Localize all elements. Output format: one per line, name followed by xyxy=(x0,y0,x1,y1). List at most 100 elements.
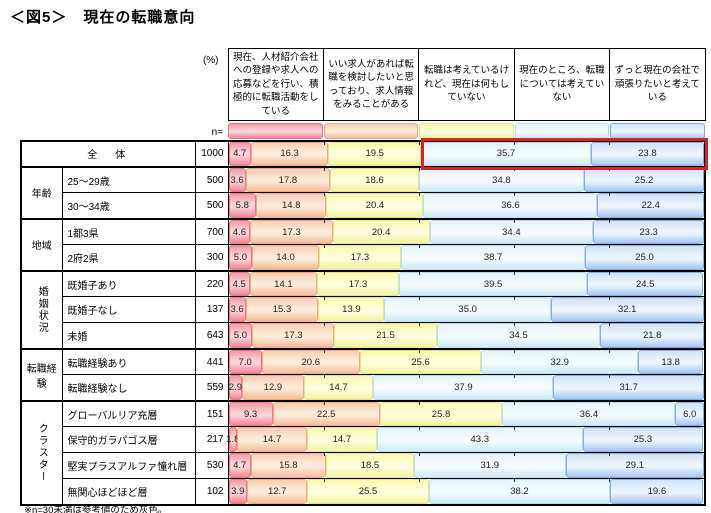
bar-cell: 3.6 15.3 13.9 35.0 32.1 xyxy=(227,296,706,324)
group-label-text: 婚姻状況 xyxy=(36,285,48,334)
row-label: 既婚子なし xyxy=(61,296,196,324)
bar-segment-2: 20.6 xyxy=(261,349,360,375)
axis-tick xyxy=(323,323,325,327)
axis-tick xyxy=(513,349,515,353)
axis-tick xyxy=(418,375,420,379)
axis-tick xyxy=(323,141,325,145)
bar-segment-5: 31.7 xyxy=(553,375,704,400)
row-label: 30～34歳 xyxy=(61,192,196,220)
stacked-bar: 3.6 15.3 13.9 35.0 32.1 xyxy=(228,297,705,323)
bar-segment-4: 31.9 xyxy=(413,453,566,479)
row-n: 500 xyxy=(194,165,229,194)
axis-tick xyxy=(513,401,515,405)
bar-segment-2: 17.3 xyxy=(252,323,335,348)
group-label-text: 年齢 xyxy=(31,189,52,201)
column-headers: 現在、人材紹介会社への登録や求人への応募などを行い、積極的に転職活動をしているい… xyxy=(229,49,705,121)
bar-segment-4: 34.8 xyxy=(418,167,585,193)
row-label: 堅実プラスアルファ憧れ層 xyxy=(61,452,196,480)
bar-segment-5: 6.0 xyxy=(675,401,704,427)
axis-tick xyxy=(418,297,420,301)
bar-segment-4: 36.4 xyxy=(502,401,676,427)
bar-segment-4: 34.5 xyxy=(436,323,601,348)
bar-segment-1: 3.6 xyxy=(228,297,246,323)
bar-segment-2: 14.0 xyxy=(252,245,319,270)
row-n: 1000 xyxy=(194,139,229,168)
row-label: 既婚子あり xyxy=(61,269,196,298)
bar-segment-5: 13.8 xyxy=(637,349,704,375)
bar-cell: 1.8 14.7 14.7 43.3 25.3 xyxy=(226,426,706,454)
stacked-bar: 5.0 17.3 21.5 34.5 21.8 xyxy=(228,323,704,348)
legend-spacer: n= xyxy=(21,121,228,141)
axis-tick xyxy=(513,271,515,275)
axis-tick xyxy=(323,375,325,379)
legend-row: n= xyxy=(21,121,705,141)
row-n: 220 xyxy=(194,269,229,298)
bar-segment-1: 3.6 xyxy=(228,167,246,193)
row-label: 1都3県 xyxy=(61,217,196,246)
stacked-bar: 4.5 14.1 17.3 39.5 24.5 xyxy=(228,271,705,297)
axis-tick xyxy=(608,219,610,223)
table-row: 保守的ガラパゴス層 217 1.8 14.7 14.7 43.3 25.3 xyxy=(21,426,706,454)
axis-tick xyxy=(608,167,610,171)
axis-tick xyxy=(418,193,420,197)
bar-segment-5: 29.1 xyxy=(565,453,704,479)
bar-segment-1: 4.7 xyxy=(228,453,251,479)
bar-segment-2: 17.8 xyxy=(245,167,331,193)
bar-segment-4: 43.3 xyxy=(376,427,583,453)
axis-tick xyxy=(513,193,515,197)
table-row: 30～34歳 500 5.8 14.8 20.4 36.6 22.4 xyxy=(21,192,706,220)
stacked-bar: 4.7 16.3 19.5 35.7 23.8 xyxy=(228,141,705,166)
axis-tick xyxy=(418,349,420,353)
bar-segment-2: 17.3 xyxy=(250,219,333,245)
bar-segment-1: 1.8 xyxy=(226,427,239,453)
bar-segment-5: 22.4 xyxy=(597,193,704,218)
axis-tick xyxy=(513,297,515,301)
axis-tick xyxy=(513,323,515,327)
axis-tick xyxy=(323,245,325,249)
bar-segment-1: 7.0 xyxy=(228,349,262,375)
bar-segment-4: 38.2 xyxy=(428,479,611,504)
table-row: 婚姻状況 既婚子あり 220 4.5 14.1 17.3 39.5 24.5 xyxy=(20,269,706,350)
row-label: グローバルリア充層 xyxy=(61,399,196,428)
row-label: 保守的ガラパゴス層 xyxy=(61,426,196,454)
table-row: 無関心ほどほど層 102 3.9 12.7 25.5 38.2 19.6 xyxy=(21,478,706,506)
bar-segment-2: 12.9 xyxy=(242,375,304,400)
bar-segment-2: 15.8 xyxy=(250,453,326,479)
legend-swatch-4 xyxy=(514,122,610,139)
bar-segment-2: 14.1 xyxy=(249,271,317,297)
axis-tick xyxy=(608,271,610,275)
bar-segment-2: 14.7 xyxy=(237,427,307,453)
axis-tick xyxy=(513,141,515,145)
bar-segment-5: 19.6 xyxy=(610,479,704,504)
row-n: 700 xyxy=(194,217,229,246)
table-row: クラスター グローバルリア充層 151 9.3 22.5 25.8 36.4 6.0 xyxy=(20,399,706,506)
bar-segment-1: 4.5 xyxy=(228,271,250,297)
axis-tick xyxy=(608,401,610,405)
bar-segment-1: 4.7 xyxy=(228,141,251,166)
row-n: 559 xyxy=(194,374,229,402)
bar-segment-1: 2.9 xyxy=(228,375,243,400)
stacked-bar: 5.0 14.0 17.3 38.7 25.0 xyxy=(228,245,705,270)
survey-table: (%) 現在、人材紹介会社への登録や求人への応募などを行い、積極的に転職活動をし… xyxy=(20,47,708,506)
column-header-1: 現在、人材紹介会社への登録や求人への応募などを行い、積極的に転職活動をしている xyxy=(232,52,319,117)
percent-unit-label: (%) xyxy=(202,54,219,66)
table-body: (%) 現在、人材紹介会社への登録や求人への応募などを行い、積極的に転職活動をし… xyxy=(20,47,708,506)
group-label-text: 転職経験 xyxy=(26,363,57,390)
bar-segment-3: 25.6 xyxy=(359,349,482,375)
row-n: 500 xyxy=(194,192,229,220)
table-row: 転職経験 転職経験あり 441 7.0 20.6 25.6 32.9 13.8 xyxy=(20,347,706,402)
bar-segment-4: 39.5 xyxy=(399,271,587,297)
stacked-bar: 4.7 15.8 18.5 31.9 29.1 xyxy=(228,453,705,479)
stacked-bar: 2.9 12.9 14.7 37.9 31.7 xyxy=(228,375,705,400)
axis-tick xyxy=(418,479,420,483)
bar-segment-3: 21.5 xyxy=(334,323,437,348)
axis-tick xyxy=(513,375,515,379)
row-n: 151 xyxy=(194,399,229,428)
axis-tick xyxy=(608,349,610,353)
axis-tick xyxy=(418,401,420,405)
bar-segment-3: 13.9 xyxy=(318,297,385,323)
row-label: 無関心ほどほど層 xyxy=(61,478,196,506)
bar-segment-5: 21.8 xyxy=(600,323,704,348)
bar-segment-1: 5.8 xyxy=(228,193,257,218)
